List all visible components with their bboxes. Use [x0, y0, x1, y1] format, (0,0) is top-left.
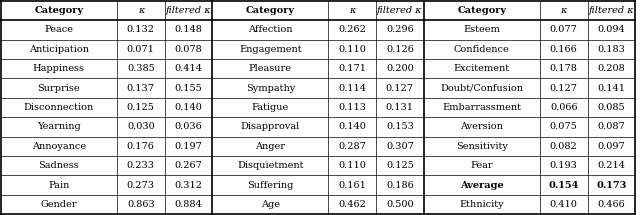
- Text: 0.153: 0.153: [386, 122, 414, 131]
- Text: 0.173: 0.173: [596, 181, 627, 190]
- Text: Pain: Pain: [48, 181, 70, 190]
- Text: 0.166: 0.166: [550, 45, 577, 54]
- Text: 0.113: 0.113: [339, 103, 366, 112]
- Text: 0.500: 0.500: [386, 200, 413, 209]
- Text: Age: Age: [261, 200, 280, 209]
- Text: Gender: Gender: [40, 200, 77, 209]
- Text: Peace: Peace: [44, 25, 74, 34]
- Text: Anger: Anger: [255, 142, 285, 151]
- Text: Average: Average: [460, 181, 504, 190]
- Text: Fear: Fear: [470, 161, 493, 170]
- Text: Sensitivity: Sensitivity: [456, 142, 508, 151]
- Text: 0.161: 0.161: [339, 181, 366, 190]
- Text: 0.154: 0.154: [548, 181, 579, 190]
- Text: 0.097: 0.097: [597, 142, 625, 151]
- Text: 0.863: 0.863: [127, 200, 155, 209]
- Text: 0.183: 0.183: [597, 45, 625, 54]
- Text: 0.114: 0.114: [339, 84, 366, 93]
- Text: 0.414: 0.414: [174, 64, 202, 73]
- Text: 0.273: 0.273: [127, 181, 155, 190]
- Text: Doubt/Confusion: Doubt/Confusion: [440, 84, 524, 93]
- Text: 0.036: 0.036: [175, 122, 202, 131]
- Text: Category: Category: [246, 6, 295, 15]
- Text: 0.140: 0.140: [339, 122, 366, 131]
- Text: 0.385: 0.385: [127, 64, 155, 73]
- Text: 0.178: 0.178: [550, 64, 578, 73]
- Text: 0.312: 0.312: [174, 181, 202, 190]
- Text: 0.131: 0.131: [386, 103, 414, 112]
- Text: 0.066: 0.066: [550, 103, 577, 112]
- Text: 0.110: 0.110: [339, 45, 366, 54]
- Text: 0.200: 0.200: [386, 64, 413, 73]
- Text: 0.085: 0.085: [598, 103, 625, 112]
- Text: Sadness: Sadness: [38, 161, 79, 170]
- Text: 0.140: 0.140: [175, 103, 202, 112]
- Text: 0.137: 0.137: [127, 84, 155, 93]
- Text: 0.262: 0.262: [339, 25, 366, 34]
- Text: 0.214: 0.214: [597, 161, 625, 170]
- Text: 0.193: 0.193: [550, 161, 578, 170]
- Text: 0.208: 0.208: [597, 64, 625, 73]
- Text: 0.127: 0.127: [386, 84, 414, 93]
- Text: 0.141: 0.141: [597, 84, 625, 93]
- Text: Disconnection: Disconnection: [24, 103, 94, 112]
- Text: κ: κ: [349, 6, 355, 15]
- Text: 0.126: 0.126: [386, 45, 414, 54]
- Text: 0.127: 0.127: [550, 84, 578, 93]
- Text: Disapproval: Disapproval: [241, 122, 300, 131]
- Text: 0.197: 0.197: [175, 142, 202, 151]
- Text: 0.078: 0.078: [175, 45, 202, 54]
- Text: 0.155: 0.155: [175, 84, 202, 93]
- Text: Pleasure: Pleasure: [249, 64, 292, 73]
- Text: Anticipation: Anticipation: [29, 45, 89, 54]
- Text: 0.075: 0.075: [550, 122, 577, 131]
- Text: Ethnicity: Ethnicity: [460, 200, 504, 209]
- Text: 0.296: 0.296: [386, 25, 413, 34]
- Text: Embarrassment: Embarrassment: [442, 103, 522, 112]
- Text: Surprise: Surprise: [38, 84, 80, 93]
- Text: 0.884: 0.884: [175, 200, 202, 209]
- Text: Confidence: Confidence: [454, 45, 509, 54]
- Text: 0.171: 0.171: [339, 64, 366, 73]
- Text: Category: Category: [458, 6, 506, 15]
- Text: 0.087: 0.087: [597, 122, 625, 131]
- Text: Disquietment: Disquietment: [237, 161, 303, 170]
- Text: filtered κ: filtered κ: [166, 6, 211, 15]
- Text: 0.132: 0.132: [127, 25, 155, 34]
- Text: 0.071: 0.071: [127, 45, 155, 54]
- Text: 0.410: 0.410: [550, 200, 578, 209]
- Text: 0.307: 0.307: [386, 142, 414, 151]
- Text: 0.267: 0.267: [175, 161, 202, 170]
- Text: Esteem: Esteem: [463, 25, 500, 34]
- Text: 0.030: 0.030: [127, 122, 155, 131]
- Text: filtered κ: filtered κ: [377, 6, 422, 15]
- Text: 0.077: 0.077: [550, 25, 578, 34]
- Text: 0.125: 0.125: [386, 161, 414, 170]
- Text: 0.148: 0.148: [175, 25, 202, 34]
- Text: 0.110: 0.110: [339, 161, 366, 170]
- Text: 0.462: 0.462: [339, 200, 366, 209]
- Text: Engagement: Engagement: [239, 45, 301, 54]
- Text: filtered κ: filtered κ: [589, 6, 634, 15]
- Text: Affection: Affection: [248, 25, 292, 34]
- Text: κ: κ: [561, 6, 567, 15]
- Text: 0.094: 0.094: [597, 25, 625, 34]
- Text: Category: Category: [35, 6, 83, 15]
- Text: Aversion: Aversion: [460, 122, 503, 131]
- Text: Yearning: Yearning: [37, 122, 81, 131]
- Text: Suffering: Suffering: [247, 181, 294, 190]
- Text: 0.125: 0.125: [127, 103, 155, 112]
- Text: Annoyance: Annoyance: [32, 142, 86, 151]
- Text: Excitement: Excitement: [454, 64, 510, 73]
- Text: 0.233: 0.233: [127, 161, 155, 170]
- Text: Happiness: Happiness: [33, 64, 85, 73]
- Text: 0.287: 0.287: [339, 142, 366, 151]
- Text: 0.186: 0.186: [386, 181, 413, 190]
- Text: Sympathy: Sympathy: [246, 84, 295, 93]
- Text: κ: κ: [138, 6, 144, 15]
- Text: 0.466: 0.466: [597, 200, 625, 209]
- Text: Fatigue: Fatigue: [252, 103, 289, 112]
- Text: 0.176: 0.176: [127, 142, 155, 151]
- Text: 0.082: 0.082: [550, 142, 577, 151]
